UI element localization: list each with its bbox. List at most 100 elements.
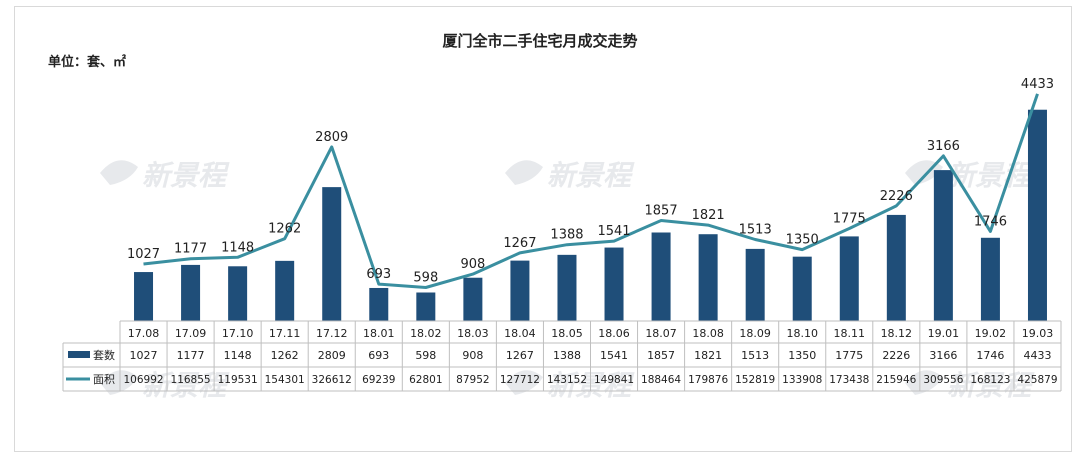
data-label-18.01: 693 <box>366 267 391 282</box>
table-cell-area: 309556 <box>923 374 963 386</box>
x-tick-label: 18.03 <box>457 327 489 340</box>
chart-title: 厦门全市二手住宅月成交走势 <box>442 32 638 50</box>
x-tick-label: 19.03 <box>1022 327 1054 340</box>
x-tick-label: 19.01 <box>928 327 960 340</box>
data-label-18.10: 1350 <box>786 233 819 248</box>
bar-18.06 <box>604 247 624 321</box>
table-cell-area: 173438 <box>829 374 869 386</box>
bar-18.12 <box>886 214 906 321</box>
table-cell-count: 2226 <box>882 349 910 362</box>
watermark-text: 新景程 <box>547 159 635 192</box>
table-cell-count: 1821 <box>694 349 722 362</box>
bar-18.05 <box>557 254 577 321</box>
bar-18.07 <box>651 232 671 321</box>
x-tick-label: 18.01 <box>363 327 395 340</box>
x-tick-label: 18.12 <box>881 327 913 340</box>
table-cell-count: 598 <box>415 349 436 362</box>
x-tick-label: 18.04 <box>504 327 536 340</box>
data-label-19.01: 3166 <box>927 139 960 154</box>
bar-18.08 <box>698 234 718 321</box>
table-cell-area: 425879 <box>1017 374 1057 386</box>
table-cell-count: 1513 <box>741 349 769 362</box>
table-cell-count: 1857 <box>647 349 675 362</box>
x-tick-label: 18.02 <box>410 327 442 340</box>
watermark-logo <box>100 160 138 185</box>
table-cell-count: 1027 <box>130 349 158 362</box>
bar-18.01 <box>369 287 389 321</box>
bar-18.04 <box>510 260 530 321</box>
table-cell-area: 188464 <box>641 374 681 386</box>
x-tick-label: 17.10 <box>222 327 254 340</box>
bar-19.01 <box>933 170 953 321</box>
table-cell-area: 116855 <box>171 374 211 386</box>
line-series <box>143 93 1039 289</box>
x-tick-label: 18.08 <box>692 327 724 340</box>
data-label-18.08: 1821 <box>692 208 725 223</box>
x-tick-label: 18.11 <box>834 327 866 340</box>
data-label-18.11: 1775 <box>833 212 866 227</box>
x-tick-label: 18.07 <box>645 327 677 340</box>
unit-label: 单位：套、㎡ <box>48 55 127 70</box>
table-cell-count: 1388 <box>553 349 581 362</box>
table-cell-count: 1148 <box>224 349 252 362</box>
legend-label-line: 面积 <box>93 373 115 386</box>
bar-17.09 <box>181 264 201 321</box>
data-labels: 1027 1177 1148 1262 2809 693 598 908 1267 1388 154… <box>127 77 1054 286</box>
bar-19.02 <box>980 237 1000 321</box>
table-cell-count: 1350 <box>788 349 816 362</box>
data-label-18.03: 908 <box>460 257 485 272</box>
x-tick-label: 17.08 <box>128 327 160 340</box>
x-tick-label: 18.10 <box>786 327 818 340</box>
data-label-18.04: 1267 <box>503 236 536 251</box>
watermark-text: 新景程 <box>142 159 230 192</box>
legend-swatch-bars <box>68 351 90 358</box>
data-label-17.10: 1148 <box>221 240 254 255</box>
data-label-19.02: 1746 <box>974 214 1007 229</box>
bar-17.11 <box>275 260 295 321</box>
table-cell-count: 1775 <box>835 349 863 362</box>
bar-19.03 <box>1027 109 1047 322</box>
table-cell-count: 1267 <box>506 349 534 362</box>
x-tick-label: 18.05 <box>551 327 583 340</box>
bar-18.09 <box>745 248 765 321</box>
data-label-18.09: 1513 <box>739 223 772 238</box>
bar-18.10 <box>792 256 812 321</box>
data-label-18.07: 1857 <box>645 204 678 219</box>
table-cell-area: 149841 <box>594 374 634 386</box>
x-tick-label: 18.09 <box>739 327 771 340</box>
data-label-17.08: 1027 <box>127 247 160 262</box>
bar-17.10 <box>228 266 248 321</box>
x-tick-label: 17.11 <box>269 327 301 340</box>
table-cell-area: 179876 <box>688 374 728 386</box>
bar-18.03 <box>463 277 483 321</box>
watermark-text: 新景程 <box>142 369 230 402</box>
table-cell-count: 1262 <box>271 349 299 362</box>
watermark-text: 新景程 <box>947 369 1035 402</box>
table-cell-area: 62801 <box>409 374 442 386</box>
table-cell-count: 693 <box>368 349 389 362</box>
data-label-19.03: 4433 <box>1021 77 1054 92</box>
data-label-18.05: 1388 <box>550 228 583 243</box>
data-label-18.12: 2226 <box>880 189 913 204</box>
table-cell-area: 143152 <box>547 374 587 386</box>
x-tick-label: 18.06 <box>598 327 630 340</box>
data-label-17.09: 1177 <box>174 242 207 257</box>
table-cell-count: 1177 <box>177 349 205 362</box>
table-cell-area: 152819 <box>735 374 775 386</box>
area-line <box>143 93 1039 289</box>
watermark-logo <box>505 160 543 185</box>
table-cell-area: 133908 <box>782 374 822 386</box>
table-cell-area: 215946 <box>876 374 916 386</box>
table-cell-area: 106992 <box>123 374 163 386</box>
table-cell-area: 168123 <box>970 374 1010 386</box>
bar-18.02 <box>416 292 436 321</box>
table-cell-area: 127712 <box>500 374 540 386</box>
table-cell-count: 3166 <box>929 349 957 362</box>
table-cell-area: 119531 <box>218 374 258 386</box>
x-tick-label: 19.02 <box>975 327 1007 340</box>
data-label-18.02: 598 <box>413 271 438 286</box>
bar-17.08 <box>134 272 154 321</box>
watermark-logo <box>505 370 543 395</box>
